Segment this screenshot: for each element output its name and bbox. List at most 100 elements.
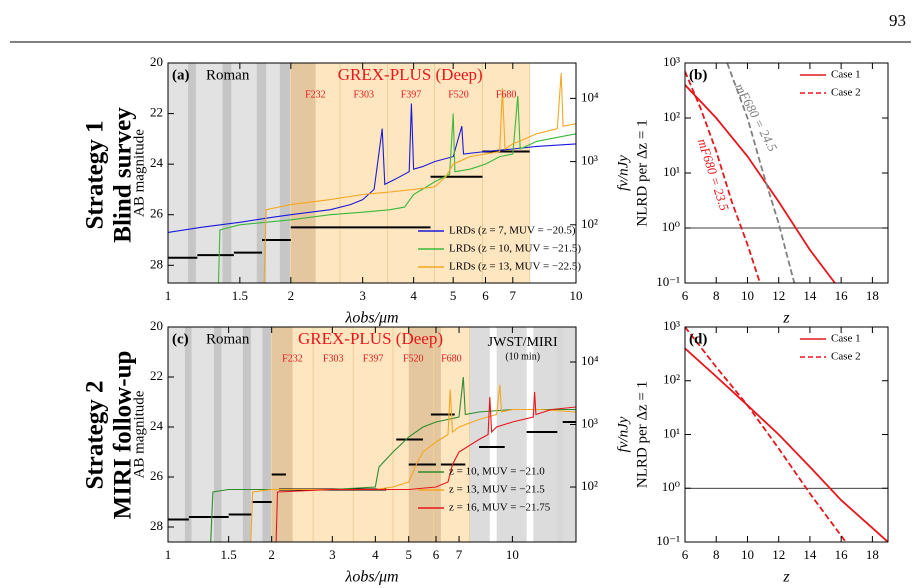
legend-label: Case 2 (831, 351, 861, 363)
x-tick-label: 3 (329, 547, 336, 562)
curve-annotation: mF680 = 23.5 (695, 137, 733, 213)
y-tick-label: 26 (150, 468, 164, 483)
x-tick-label: 10 (741, 547, 754, 562)
y2-axis-title: fν/nJy (615, 155, 631, 191)
roman-label: Roman (206, 67, 250, 83)
roman-filter (262, 327, 271, 542)
grex-filter (433, 327, 470, 542)
roman-label: Roman (206, 331, 250, 347)
grex-filter (482, 63, 531, 283)
series-line (685, 327, 847, 542)
y-tick-label: 10¹ (663, 425, 680, 440)
y-tick-label: 10³ (663, 318, 680, 333)
grex-deep-band (290, 63, 316, 283)
miri-note: (10 min) (505, 351, 540, 362)
x-tick-label: 16 (835, 288, 849, 303)
x-tick-label: 10 (741, 288, 754, 303)
series-line (726, 63, 796, 283)
x-tick-label: 14 (803, 288, 817, 303)
row-label: MIRI follow-up (110, 351, 137, 520)
filter-label: F232 (305, 89, 326, 100)
roman-filter (184, 327, 192, 542)
plot-area (168, 327, 576, 542)
panel-frame (167, 326, 577, 543)
x-tick-label: 10 (506, 547, 519, 562)
y2-tick-label: 10⁴ (581, 89, 599, 104)
legend-label: Case 1 (831, 333, 861, 345)
y2-axis-title: fν/nJy (615, 416, 631, 452)
panel-label: (c) (172, 331, 189, 347)
grex-label: GREX-PLUS (Deep) (298, 329, 443, 348)
panel-label: (b) (689, 67, 707, 83)
y-tick-label: 10⁰ (662, 219, 680, 234)
series-line (685, 347, 888, 542)
y-tick-label: 24 (150, 418, 164, 433)
filter-label: F232 (282, 353, 303, 364)
x-tick-label: 6 (482, 288, 489, 303)
filter-label: F680 (496, 89, 517, 100)
y2-tick-label: 10³ (581, 415, 598, 430)
x-tick-label: 2 (268, 547, 275, 562)
x-tick-label: 18 (866, 288, 879, 303)
x-tick-label: 6 (433, 547, 440, 562)
roman-filter (256, 63, 267, 283)
x-tick-label: 1.5 (232, 288, 248, 303)
y-tick-label: 10³ (663, 54, 680, 69)
plot-area (168, 63, 576, 283)
y-tick-label: 10² (663, 372, 680, 387)
x-tick-label: 5 (405, 547, 412, 562)
x-tick-label: 4 (410, 288, 417, 303)
miri-filter (557, 327, 576, 542)
legend-label: LRDs (z = 13, MUV = −22.5) (449, 261, 581, 273)
legend-label: z = 13, MUV = −21.5 (449, 484, 545, 496)
roman-filter (242, 327, 251, 542)
y-tick-label: 10⁻¹ (656, 533, 680, 548)
grex-deep-band (408, 327, 441, 542)
series-line (210, 376, 576, 542)
panel-label: (d) (689, 331, 707, 347)
roman-filter (222, 63, 232, 283)
y-tick-label: 22 (150, 105, 163, 120)
y-tick-label: 24 (150, 155, 164, 170)
legend-label: Case 1 (831, 69, 861, 81)
grex-band (290, 63, 530, 283)
legend-label: z = 10, MUV = −21.0 (449, 466, 545, 478)
x-axis-title: z (782, 310, 790, 327)
y-tick-label: 28 (150, 256, 163, 271)
filter-label: F397 (401, 89, 422, 100)
filter-label: F303 (323, 353, 344, 364)
filter-label: F397 (363, 353, 384, 364)
series-line (685, 71, 761, 283)
miri-filter (496, 327, 527, 542)
panel-label: (a) (172, 67, 190, 83)
x-tick-label: 5 (450, 288, 457, 303)
x-tick-label: 8 (713, 288, 720, 303)
y2-tick-label: 10⁴ (581, 353, 599, 368)
x-tick-label: 1 (165, 547, 172, 562)
filter-label: F680 (441, 353, 462, 364)
series-line (275, 391, 576, 542)
row-label: Blind survey (110, 107, 137, 243)
y-tick-label: 22 (150, 368, 163, 383)
y2-tick-label: 10² (581, 478, 598, 493)
y-tick-label: 20 (150, 54, 163, 69)
y-axis-title: NLRD per Δz = 1 (634, 119, 650, 226)
y-tick-label: 28 (150, 518, 163, 533)
x-axis-title: λobs/μm (344, 310, 398, 327)
x-tick-label: 2 (288, 288, 295, 303)
y-axis-title: AB magnitude (131, 390, 147, 478)
y2-tick-label: 10² (581, 216, 598, 231)
roman-filter (279, 63, 290, 283)
page-number: 93 (889, 11, 906, 30)
x-tick-label: 7 (456, 547, 463, 562)
y-tick-label: 10⁻¹ (656, 274, 680, 289)
x-tick-label: 12 (772, 547, 785, 562)
x-axis-title: z (782, 569, 790, 586)
grex-label: GREX-PLUS (Deep) (338, 65, 483, 84)
y-tick-label: 26 (150, 206, 164, 221)
x-tick-label: 7 (510, 288, 517, 303)
x-tick-label: 1.5 (221, 547, 237, 562)
legend-label: LRDs (z = 7, MUV = −20.5) (449, 225, 576, 237)
x-tick-label: 12 (772, 288, 785, 303)
